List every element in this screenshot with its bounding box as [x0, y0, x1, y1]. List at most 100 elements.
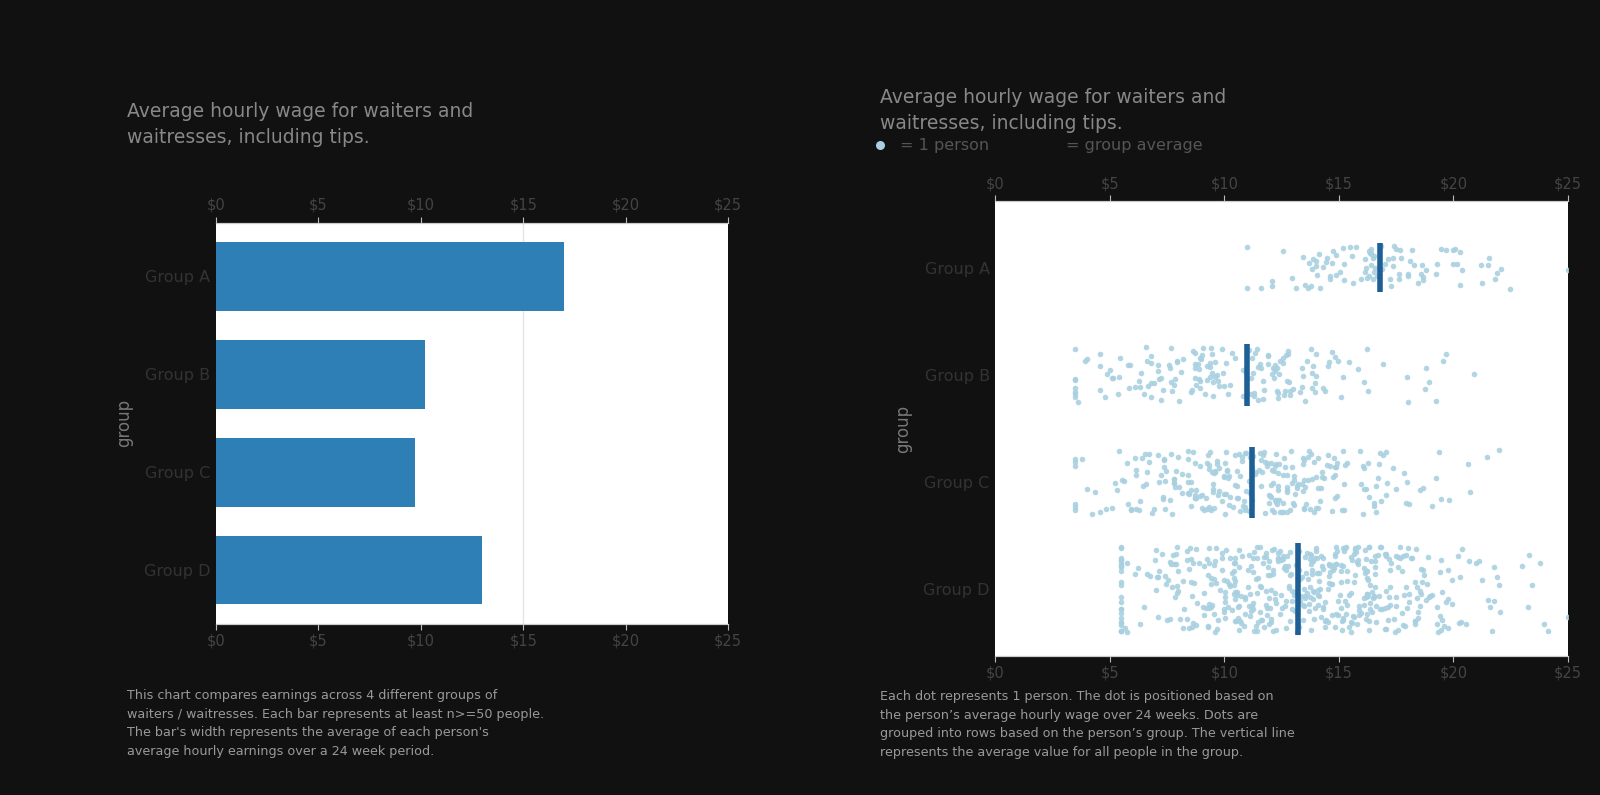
- Point: [1133, 477, 1158, 490]
- Point: [1344, 556, 1370, 568]
- Point: [1142, 544, 1168, 556]
- Point: [1413, 362, 1438, 374]
- Point: [1294, 474, 1320, 487]
- Point: [1202, 356, 1227, 369]
- Point: [1307, 494, 1333, 507]
- Point: [1390, 549, 1416, 562]
- Point: [1253, 506, 1278, 519]
- Point: [1242, 347, 1267, 359]
- Point: [1333, 607, 1358, 620]
- Point: [1261, 371, 1286, 384]
- Point: [1406, 483, 1432, 496]
- Point: [1280, 496, 1306, 509]
- Point: [1088, 347, 1114, 360]
- Point: [1083, 485, 1109, 498]
- Point: [1341, 576, 1366, 589]
- Point: [1198, 504, 1224, 517]
- Point: [1290, 381, 1315, 394]
- Point: [1258, 491, 1283, 503]
- Point: [1290, 599, 1315, 611]
- Point: [1366, 589, 1392, 602]
- Point: [1291, 485, 1317, 498]
- Point: [1317, 559, 1342, 572]
- Point: [1075, 483, 1101, 495]
- Point: [1355, 615, 1381, 627]
- Point: [1182, 489, 1208, 502]
- Point: [1146, 359, 1171, 371]
- Point: [1187, 460, 1213, 472]
- Point: [1182, 492, 1208, 505]
- Point: [1331, 478, 1357, 491]
- Point: [1366, 541, 1392, 553]
- Point: [1123, 464, 1149, 477]
- Point: [1331, 541, 1357, 554]
- Point: [1312, 621, 1338, 634]
- Point: [1178, 386, 1203, 398]
- Point: [1224, 588, 1250, 601]
- Point: [1333, 459, 1358, 471]
- Point: [1126, 374, 1152, 387]
- Point: [1322, 468, 1347, 481]
- Point: [1251, 445, 1277, 458]
- Point: [1123, 469, 1149, 482]
- Point: [1410, 258, 1435, 271]
- Point: [1088, 383, 1114, 396]
- Point: [1274, 622, 1299, 634]
- Point: [1144, 570, 1170, 583]
- Point: [1109, 560, 1134, 572]
- Point: [1518, 579, 1544, 591]
- Point: [1382, 612, 1408, 625]
- Point: [1179, 553, 1205, 566]
- Point: [1325, 355, 1350, 367]
- Point: [1166, 480, 1192, 493]
- Point: [1272, 599, 1298, 612]
- Point: [1203, 554, 1229, 567]
- Point: [1328, 558, 1354, 571]
- Point: [1294, 546, 1320, 559]
- Point: [1093, 503, 1118, 516]
- Point: [1410, 270, 1435, 283]
- Point: [1109, 553, 1134, 566]
- Point: [1277, 615, 1302, 627]
- Point: [1222, 551, 1248, 564]
- Point: [1278, 389, 1304, 401]
- Point: [1106, 445, 1131, 458]
- Point: [1190, 609, 1216, 622]
- Point: [1323, 489, 1349, 502]
- Point: [1229, 450, 1254, 463]
- Point: [1251, 449, 1277, 462]
- Point: [1330, 614, 1355, 626]
- Point: [1331, 545, 1357, 557]
- Point: [1440, 258, 1466, 270]
- Point: [1354, 613, 1379, 626]
- Point: [1307, 549, 1333, 562]
- Point: [1307, 282, 1333, 295]
- Point: [1290, 614, 1315, 626]
- Point: [1198, 578, 1224, 591]
- Point: [1163, 465, 1189, 478]
- Point: [1314, 251, 1339, 264]
- Point: [1333, 541, 1358, 554]
- Point: [1162, 472, 1187, 485]
- Point: [1296, 444, 1322, 457]
- Point: [1304, 542, 1330, 555]
- Point: [1302, 506, 1328, 518]
- Point: [1259, 477, 1285, 490]
- Point: [1288, 589, 1314, 602]
- Point: [1376, 553, 1402, 565]
- Point: [1301, 359, 1326, 372]
- Point: [1378, 273, 1403, 285]
- Point: [1222, 585, 1248, 598]
- Point: [1229, 455, 1254, 467]
- Point: [1235, 564, 1261, 576]
- Point: [1131, 600, 1157, 613]
- Point: [1395, 541, 1421, 554]
- Point: [1109, 579, 1134, 591]
- Point: [1298, 591, 1323, 604]
- Point: [1109, 624, 1134, 637]
- Point: [1222, 593, 1248, 606]
- Point: [1248, 580, 1274, 593]
- Point: [1315, 360, 1341, 373]
- Point: [1163, 373, 1189, 386]
- Point: [1291, 583, 1317, 595]
